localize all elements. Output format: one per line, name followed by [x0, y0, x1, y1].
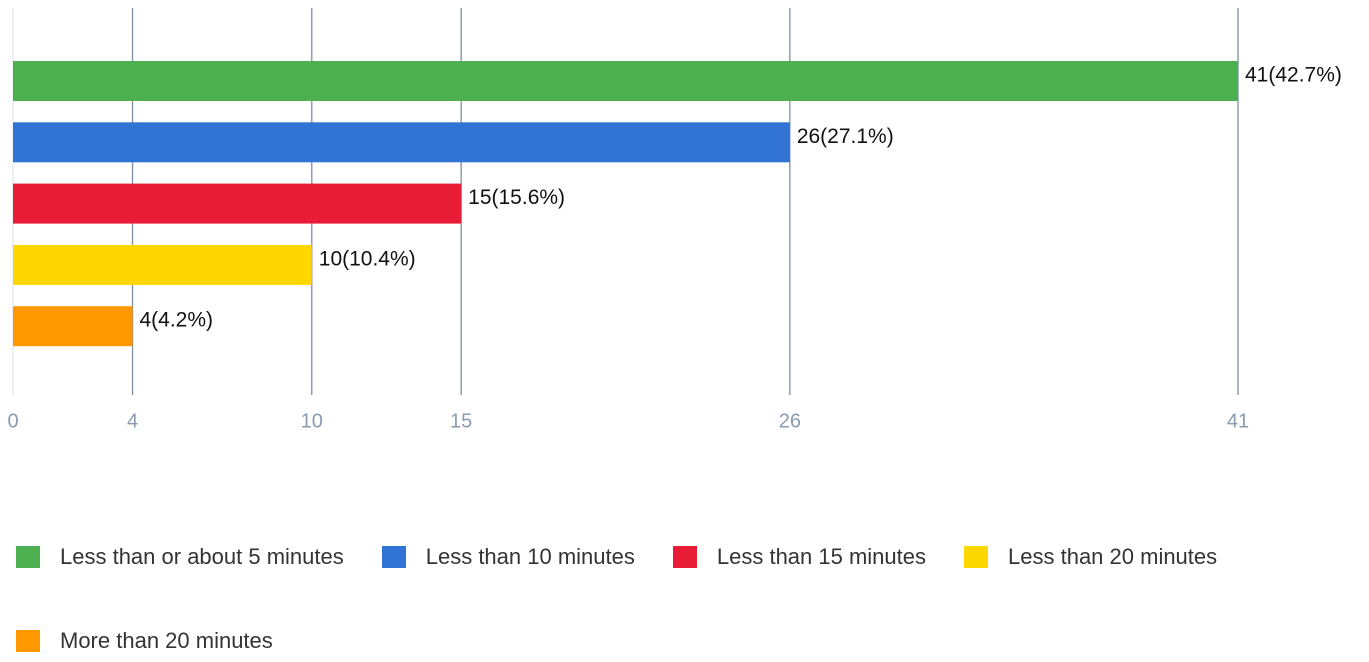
x-tick-label: 10	[301, 410, 323, 432]
x-tick-label: 41	[1227, 410, 1249, 432]
legend: Less than or about 5 minutes Less than 10…	[16, 544, 1361, 653]
x-tick-label: 0	[7, 410, 18, 432]
bar	[13, 306, 133, 347]
legend-label: Less than 15 minutes	[716, 544, 927, 569]
legend-item[interactable]: More than 20 minutes	[16, 628, 273, 653]
chart: 0 4 10 15 26 41 41(42.7%) 26(27.1%) 15(15.6%) 10(…	[7, 8, 1342, 432]
bar	[13, 183, 462, 224]
legend-label: Less than 10 minutes	[425, 544, 635, 569]
legend-swatch	[16, 546, 40, 568]
legend-item[interactable]: Less than or about 5 minutes	[16, 544, 344, 569]
bar	[13, 122, 790, 163]
legend-swatch	[964, 546, 989, 568]
legend-item[interactable]: Less than 15 minutes	[672, 544, 927, 569]
legend-swatch	[16, 630, 40, 652]
x-tick-label: 15	[450, 410, 472, 432]
legend-label: More than 20 minutes	[60, 628, 273, 653]
legend-item[interactable]: Less than 20 minutes	[964, 544, 1218, 569]
x-tick-label: 4	[127, 410, 138, 432]
value-label: 26(27.1%)	[797, 125, 894, 148]
legend-swatch	[381, 546, 406, 568]
legend-label: Less than or about 5 minutes	[60, 544, 344, 569]
bar	[13, 61, 1238, 101]
value-label: 15(15.6%)	[468, 186, 565, 209]
legend-item[interactable]: Less than 10 minutes	[381, 544, 635, 569]
value-label: 41(42.7%)	[1245, 64, 1342, 87]
value-label: 4(4.2%)	[140, 309, 214, 332]
x-tick-label: 26	[779, 410, 801, 432]
legend-swatch	[672, 546, 697, 568]
legend-label: Less than 20 minutes	[1008, 544, 1218, 569]
bar	[13, 244, 312, 285]
value-label: 10(10.4%)	[319, 247, 416, 270]
